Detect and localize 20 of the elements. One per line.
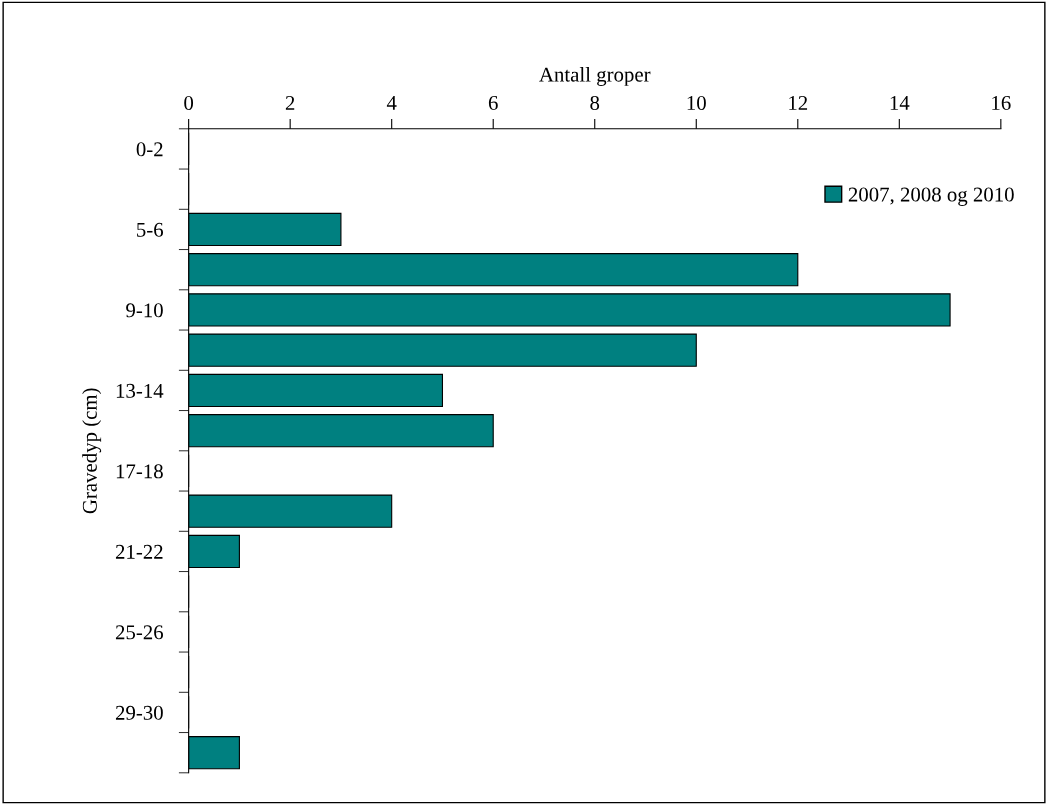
x-tick-label: 8: [590, 95, 600, 110]
x-tick-label: 0: [184, 95, 194, 110]
x-tick-label: 12: [789, 95, 808, 110]
x-tick-label: 4: [386, 96, 397, 110]
y-tick-label: 21-22: [115, 544, 163, 559]
y-tick-label: 29-30: [115, 705, 163, 720]
y-tick-label: 13-14: [116, 383, 164, 398]
legend-label: 2007, 2008 og 2010: [848, 187, 1014, 206]
y-tick-label: 9-10: [126, 303, 163, 318]
y-tick-label: 0-2: [136, 142, 163, 157]
x-tick-label: 14: [890, 96, 910, 110]
x-tick-label: 6: [488, 95, 498, 110]
x-tick-label: 16: [992, 95, 1011, 110]
y-tick-label: 25-26: [115, 625, 164, 640]
y-tick-label: 17-18: [116, 464, 163, 479]
x-tick-label: 2: [285, 95, 295, 110]
y-axis-title: Gravedyp (cm): [82, 388, 102, 514]
y-tick-label: 5-6: [137, 222, 164, 237]
x-axis-title: Antall groper: [539, 66, 651, 86]
x-tick-label: 10: [687, 95, 706, 110]
